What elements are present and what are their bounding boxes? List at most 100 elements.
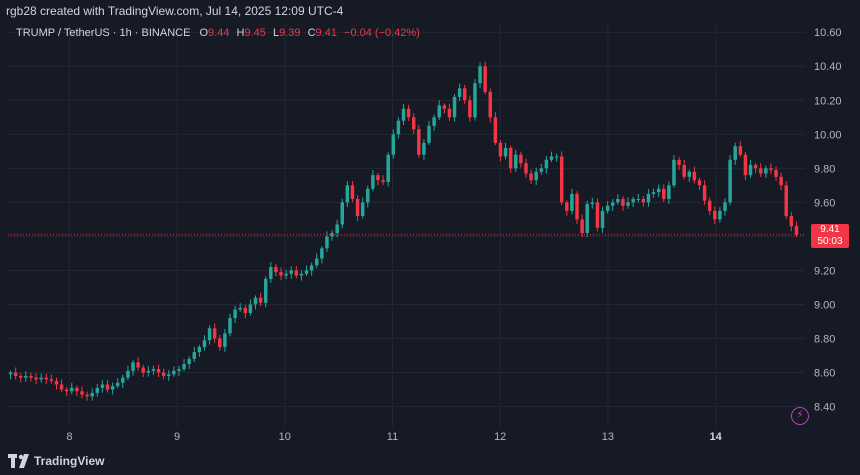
candle-body (713, 210, 717, 220)
candle-body (126, 370, 130, 378)
candle-body (182, 364, 186, 370)
candle-body (621, 198, 625, 206)
candle-body (54, 381, 59, 385)
candle-body (80, 391, 84, 395)
candle-body (258, 297, 263, 303)
candle-body (309, 265, 314, 271)
candle-body (8, 372, 13, 375)
symbol-title[interactable]: TRUMP / TetherUS · 1h · BINANCE (16, 27, 191, 39)
candle-body (662, 188, 666, 199)
candle-body (161, 372, 166, 376)
tradingview-brand[interactable]: TradingView (8, 454, 104, 468)
candle-body (468, 100, 472, 118)
candle-body (253, 297, 258, 305)
candle-body (457, 88, 462, 97)
candle-body (167, 374, 171, 376)
candle-body (131, 362, 135, 371)
candle-body (600, 210, 605, 228)
candle-body (692, 171, 697, 181)
candle-body (335, 224, 339, 234)
low-label: L (272, 27, 280, 39)
candle-body (723, 202, 727, 211)
candle-body (248, 304, 253, 313)
candle-body (315, 258, 319, 266)
low-value: 9.39 (279, 27, 301, 39)
candle-body (19, 375, 23, 378)
candle-body (13, 372, 18, 376)
candle-body (651, 192, 656, 194)
candle-body (758, 168, 763, 174)
candle-body (386, 154, 390, 182)
candle-body (764, 168, 768, 174)
tradingview-logo-icon (8, 454, 29, 468)
candle-body (784, 185, 788, 216)
candle-body (39, 377, 43, 380)
candle-body (75, 387, 79, 392)
candle-body (733, 146, 737, 160)
candle-body (417, 129, 421, 155)
candle-body (743, 154, 748, 176)
y-tick-label: 10.60 (814, 27, 842, 39)
candle-body (64, 389, 69, 392)
candle-body (202, 340, 207, 348)
y-tick-label: 8.40 (814, 402, 835, 414)
candle-body (667, 185, 671, 199)
candle-body (34, 377, 38, 380)
x-tick-label: 8 (66, 431, 72, 443)
y-tick-label: 8.80 (814, 334, 835, 346)
attribution-bar: rgb28 created with TradingView.com, Jul … (0, 0, 860, 22)
open-value: 9.44 (208, 27, 230, 39)
candle-body (554, 156, 559, 158)
candle-body (585, 204, 589, 234)
candle-body (110, 386, 115, 390)
candle-body (478, 66, 482, 84)
candle-body (697, 180, 702, 186)
high-label: H (236, 27, 245, 39)
candle-body (396, 120, 401, 135)
chart-area[interactable]: 8.408.608.809.009.209.409.609.8010.0010.… (8, 22, 860, 447)
chart-legend: TRUMP / TetherUS · 1h · BINANCE O9.44 H9… (16, 27, 424, 39)
candle-body (529, 173, 533, 181)
candle-body (187, 358, 191, 365)
candle-body (294, 270, 299, 276)
close-value: 9.41 (315, 27, 337, 39)
candle-body (534, 171, 538, 181)
candle-body (595, 202, 600, 228)
candle-body (422, 142, 426, 155)
candle-body (269, 267, 273, 279)
candle-body (90, 392, 94, 397)
candle-body (151, 369, 156, 371)
candle-body (570, 193, 574, 211)
x-tick-label: 10 (279, 431, 291, 443)
lightning-icon[interactable]: ⚡ (791, 407, 809, 425)
x-tick-label: 13 (602, 431, 614, 443)
y-tick-label: 8.60 (814, 368, 835, 380)
candle-body (243, 307, 248, 313)
candle-body (218, 338, 222, 348)
candle-body (641, 198, 646, 203)
candle-body (524, 163, 528, 174)
candle-body (580, 219, 584, 234)
candle-body (656, 188, 661, 193)
candle-body (687, 171, 692, 177)
candle-body (646, 193, 651, 203)
y-tick-label: 10.20 (814, 95, 842, 107)
candle-body (366, 188, 370, 203)
candle-body (177, 369, 181, 371)
candle-body (279, 272, 283, 276)
candle-body (769, 168, 773, 171)
candle-body (197, 347, 202, 353)
candlestick-chart[interactable]: 8.408.608.809.009.209.409.609.8010.0010.… (8, 22, 860, 447)
candle-body (707, 200, 712, 211)
y-tick-label: 9.20 (814, 265, 835, 277)
candle-body (616, 198, 620, 203)
candle-body (544, 159, 549, 169)
last-price-tag: 9.41 50:03 (811, 224, 849, 248)
y-tick-label: 9.80 (814, 163, 835, 175)
candle-body (508, 147, 513, 169)
candle-body (59, 384, 64, 390)
y-tick-label: 9.00 (814, 299, 835, 311)
candle-body (212, 328, 217, 339)
candle-body (789, 215, 794, 227)
candle-body (483, 66, 487, 92)
